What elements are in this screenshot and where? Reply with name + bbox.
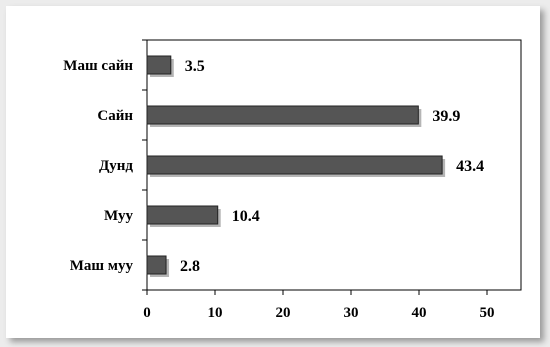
data-label: 43.4 [456,158,484,175]
bar [146,205,219,225]
bar [146,155,443,175]
category-label: Муу [104,208,133,224]
bar [146,105,419,125]
bar [146,255,167,275]
category-label: Дунд [99,158,133,174]
plot-area: 0 10 20 30 40 50 Маш сайн 3.5 Сайн 39.9 Дунд 43.4 Му… [63,39,522,321]
data-label: 2.8 [180,258,200,275]
category-label: Маш муу [70,258,134,274]
x-tick-label: 10 [208,305,223,321]
x-tick-label: 50 [480,305,495,321]
category-label: Маш сайн [63,58,133,74]
data-label: 3.5 [185,58,205,75]
x-tick-label: 40 [412,305,427,321]
x-tick-label: 30 [344,305,359,321]
category-label: Сайн [97,108,133,124]
data-label: 39.9 [432,108,460,125]
x-tick-label: 20 [276,305,291,321]
x-tick-label: 0 [143,305,151,321]
data-label: 10.4 [232,208,260,225]
bar [146,55,172,75]
